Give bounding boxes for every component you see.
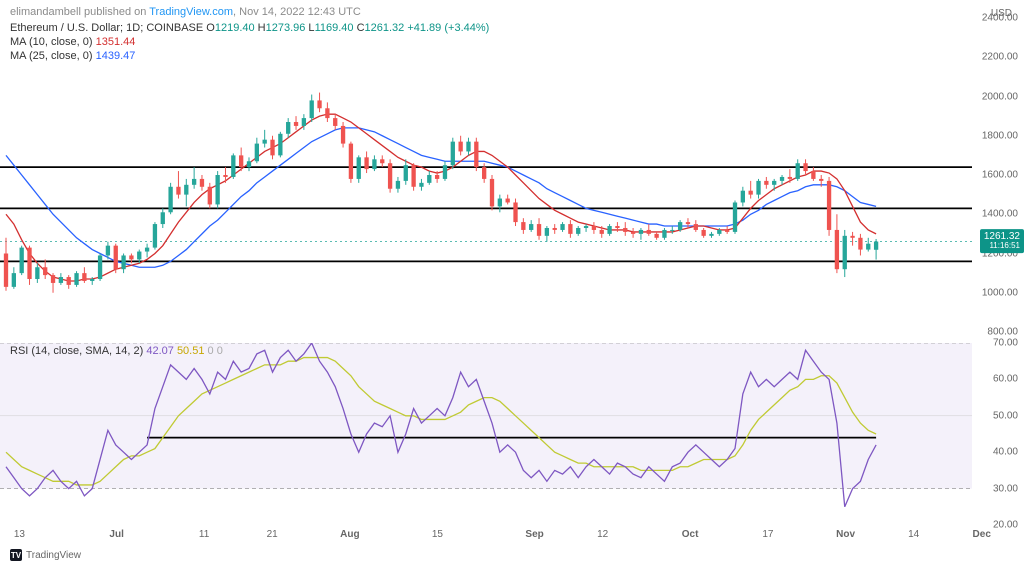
ytick: 1600.00 <box>982 170 1018 181</box>
rsi-ytick: 20.00 <box>993 520 1018 531</box>
ytick: 1800.00 <box>982 130 1018 141</box>
xtick: Aug <box>340 529 359 540</box>
ytick: 2000.00 <box>982 91 1018 102</box>
xtick: 11 <box>199 529 209 540</box>
site-link[interactable]: TradingView.com <box>149 6 233 18</box>
xtick: 15 <box>432 529 443 540</box>
xtick: Sep <box>525 529 543 540</box>
ytick: 800.00 <box>987 327 1018 338</box>
xtick: Dec <box>973 529 991 540</box>
publish-header: elimandambell published on TradingView.c… <box>10 6 361 18</box>
xtick: 12 <box>597 529 608 540</box>
ytick: 2400.00 <box>982 13 1018 24</box>
brand-text: TradingView <box>26 550 81 561</box>
main-chart-svg <box>0 18 972 332</box>
footer: TV TradingView <box>10 549 81 561</box>
rsi-chart-svg <box>0 343 972 525</box>
rsi-info: RSI (14, close, SMA, 14, 2) 42.07 50.51 … <box>10 345 223 357</box>
rsi-ytick: 50.00 <box>993 410 1018 421</box>
xtick: Jul <box>109 529 123 540</box>
xtick: 17 <box>762 529 773 540</box>
xtick: 14 <box>908 529 919 540</box>
publish-date: Nov 14, 2022 12:43 UTC <box>239 6 361 18</box>
rsi-ytick: 60.00 <box>993 374 1018 385</box>
main-price-chart[interactable] <box>0 18 972 332</box>
rsi-ytick: 70.00 <box>993 338 1018 349</box>
tradingview-logo-icon: TV <box>10 549 22 561</box>
rsi-chart[interactable] <box>0 343 972 525</box>
ytick: 2200.00 <box>982 52 1018 63</box>
ytick: 1400.00 <box>982 209 1018 220</box>
x-axis: 13Jul1121Aug15Sep12Oct17Nov14Dec <box>0 529 972 545</box>
xtick: 13 <box>14 529 25 540</box>
xtick: 21 <box>267 529 278 540</box>
rsi-y-axis: 70.0060.0050.0040.0030.0020.00 <box>972 343 1024 525</box>
rsi-ytick: 40.00 <box>993 447 1018 458</box>
ytick: 1000.00 <box>982 287 1018 298</box>
rsi-ytick: 30.00 <box>993 483 1018 494</box>
xtick: Oct <box>682 529 699 540</box>
xtick: Nov <box>836 529 855 540</box>
main-y-axis: 2400.002200.002000.001800.001600.001400.… <box>972 18 1024 332</box>
author: elimandambell <box>10 6 81 18</box>
last-price-label: 1261.3211:16:51 <box>980 230 1024 254</box>
chart-container: elimandambell published on TradingView.c… <box>0 0 1024 565</box>
